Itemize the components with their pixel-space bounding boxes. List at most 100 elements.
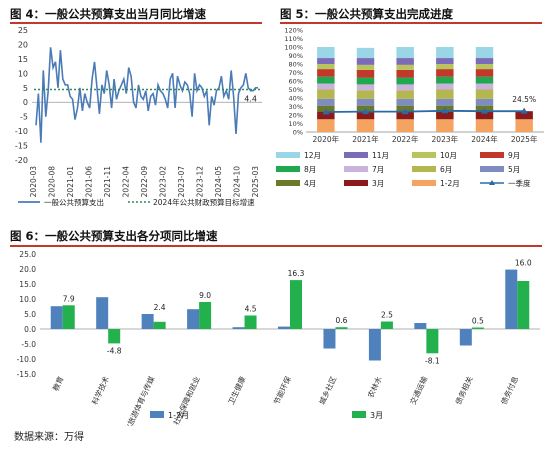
fig4-x-tick: 2022-09	[140, 166, 149, 198]
fig5-bar-segment	[396, 64, 414, 70]
fig5-legend-swatch	[412, 166, 436, 172]
fig6-bar-1-2	[505, 269, 518, 329]
fig5-bar-segment	[396, 98, 414, 106]
fig6-x-tick: 债务相关	[453, 374, 475, 406]
fig5-legend-swatch	[412, 152, 436, 158]
fig6-y-tick: 10.0	[19, 295, 36, 304]
fig5-y-tick: 50%	[289, 86, 303, 94]
fig5-legend-label: 5月	[508, 165, 520, 174]
fig6-x-tick: 城乡社区	[317, 374, 339, 406]
fig6-bar-mar	[290, 280, 302, 329]
fig6-x-tick: 文化旅游体育与传媒	[119, 374, 157, 426]
fig5-y-tick: 20%	[289, 112, 303, 120]
fig5-q1-marker	[401, 108, 409, 115]
fig5-bar-segment	[317, 98, 335, 106]
fig5-legend-swatch	[480, 166, 504, 172]
fig6-bar-mar	[335, 327, 348, 329]
fig5-bar-segment	[475, 83, 494, 90]
fig5-bar-segment	[475, 98, 494, 106]
fig6-bar-1-2	[368, 329, 381, 361]
fig5-legend-label: 6月	[440, 165, 452, 174]
fig6-x-tick: 节能环保	[271, 374, 293, 406]
fig6-bar-mar	[471, 327, 484, 329]
fig6-x-tick: 科学技术	[89, 374, 111, 406]
fig4-legend-label: 2024年公共财政预算目标增速	[153, 197, 255, 207]
fig5-bar-segment	[356, 119, 375, 132]
fig5-legend-label: 1-2月	[440, 179, 460, 188]
fig5-legend-swatch	[344, 166, 368, 172]
fig5-legend-label: 一季度	[508, 178, 531, 188]
fig4-y-tick: 0	[23, 98, 28, 107]
fig5-y-tick: 40%	[289, 95, 303, 103]
fig4-annotation: 4.4	[244, 95, 257, 104]
source-note: 数据来源：万得	[14, 432, 84, 443]
fig4-x-tick: 2020-03	[29, 166, 38, 198]
fig5-bar-segment	[436, 98, 454, 106]
fig6-bar-1-2	[141, 314, 154, 329]
fig5-bar-segment	[396, 111, 414, 120]
fig5-bar-segment	[475, 76, 494, 84]
fig6-bar-mar	[199, 302, 212, 329]
fig5-legend-swatch	[276, 152, 300, 158]
fig5-q1-marker	[520, 107, 528, 114]
fig6-y-tick: -15.0	[17, 370, 37, 379]
fig5-bar-segment	[475, 69, 494, 77]
fig5-bar-segment	[396, 47, 414, 59]
fig5-q1-marker	[441, 107, 449, 114]
fig6-y-tick: 20.0	[19, 265, 36, 274]
fig5-legend-swatch	[412, 180, 436, 186]
fig4-x-tick: 2024-10	[233, 166, 242, 198]
fig5-legend-label: 8月	[304, 165, 316, 174]
fig4-series-line	[35, 47, 258, 143]
fig6-bar-1-2	[96, 297, 109, 329]
fig6-bar-mar	[380, 321, 393, 329]
fig6-data-label: 16.0	[515, 259, 532, 268]
fig5-y-tick: 70%	[289, 69, 303, 77]
fig5-legend-swatch	[344, 180, 368, 186]
fig4-y-tick: 15	[18, 55, 28, 64]
fig5-legend-label: 7月	[372, 165, 384, 174]
fig4-chart: -20 -15 -10 -5 0 5 10 15 20 25 2020-03 2020-08 2021-…	[15, 26, 262, 207]
fig5-legend-label: 3月	[372, 179, 384, 188]
fig5-bar-segment	[396, 77, 414, 85]
fig5-chart: 0%10%20%30%40%50%60%70%80%90%100%110%120…	[276, 27, 544, 188]
fig5-y-tick: 80%	[289, 61, 303, 69]
fig6-bar-mar	[426, 329, 439, 354]
fig5-q1-line	[325, 109, 525, 113]
fig5-bar-segment	[317, 76, 335, 84]
fig4-x-tick: 2024-05	[214, 166, 223, 198]
fig6-bar-mar	[153, 321, 166, 329]
fig5-legend-label: 10月	[440, 151, 457, 160]
fig5-bar-segment	[317, 64, 335, 70]
fig6-bar-1-2	[278, 326, 290, 329]
fig6-data-label: 16.3	[288, 269, 305, 278]
fig4-y-tick: 25	[18, 26, 28, 35]
fig5-bar-segment	[436, 76, 454, 84]
fig5-legend-swatch	[276, 166, 300, 172]
fig5-y-tick: 0%	[293, 129, 303, 137]
fig6-bar-mar	[517, 281, 530, 329]
fig6-legend-swatch	[150, 411, 164, 418]
fig6-x-tick: 农林水	[365, 374, 384, 399]
fig5-y-tick: 60%	[289, 78, 303, 86]
fig5-title: 图 5：一般公共预算支出完成进度	[280, 7, 454, 21]
fig6-x-tick: 债务付息	[498, 374, 520, 406]
fig4-y-tick: -5	[20, 113, 28, 122]
fig4-title: 图 4：一般公共预算支出当月同比增速	[10, 7, 207, 21]
fig5-bar-segment	[317, 119, 335, 132]
fig5-bar-segment	[436, 119, 454, 132]
fig5-x-tick: 2022年	[392, 134, 419, 144]
fig5-bar-segment	[356, 69, 375, 78]
fig5-bar-segment	[317, 58, 335, 64]
fig6-y-tick: -5.0	[21, 340, 36, 349]
fig6-bar-1-2	[187, 309, 200, 329]
fig6-data-label: 0.6	[335, 316, 347, 325]
fig5-legend-label: 12月	[304, 151, 321, 160]
fig5-bar-segment	[317, 111, 335, 120]
fig5-bar-segment	[515, 119, 533, 132]
fig5-legend-marker	[489, 180, 495, 185]
fig6-rule	[10, 245, 542, 247]
fig6-bar-mar	[244, 315, 257, 329]
fig5-bar-segment	[396, 90, 414, 99]
fig5-bar-segment	[436, 69, 454, 77]
